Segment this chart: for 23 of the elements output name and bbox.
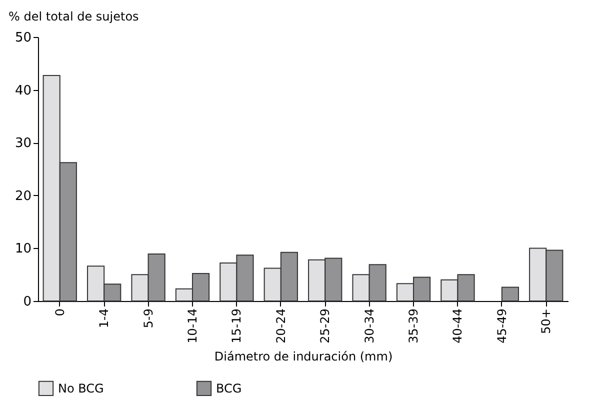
y-tick-label: 50 (14, 30, 32, 46)
bar (501, 286, 519, 302)
x-tick-label: 45-49 (494, 308, 509, 344)
x-tick-label: 30-34 (362, 308, 376, 344)
y-tick-label: 40 (14, 83, 32, 98)
x-tick-label: 0 (52, 308, 67, 316)
x-tick-label: 10-14 (185, 308, 200, 344)
y-tick-label: 10 (14, 242, 32, 257)
x-tick-label: 35-39 (406, 308, 421, 344)
x-tick-label: 50+ (539, 308, 554, 334)
x-tick-label: 40-44 (450, 308, 465, 344)
y-tick-label: 20 (14, 188, 32, 204)
legend-label: No BCG (58, 381, 104, 396)
x-tick-label: 15-19 (230, 308, 244, 344)
legend-label: BCG (216, 381, 242, 396)
x-tick-label: 20-24 (274, 308, 288, 344)
x-tick-label: 5-9 (141, 308, 156, 328)
x-tick-label: 1-4 (97, 308, 112, 328)
y-tick-label: 30 (14, 136, 32, 152)
x-axis-title: Diámetro de induración (mm) (214, 349, 393, 364)
y-tick-label: 0 (23, 294, 32, 310)
y-axis-title: % del total de sujetos (8, 10, 139, 24)
x-tick-label: 25-29 (318, 308, 332, 344)
